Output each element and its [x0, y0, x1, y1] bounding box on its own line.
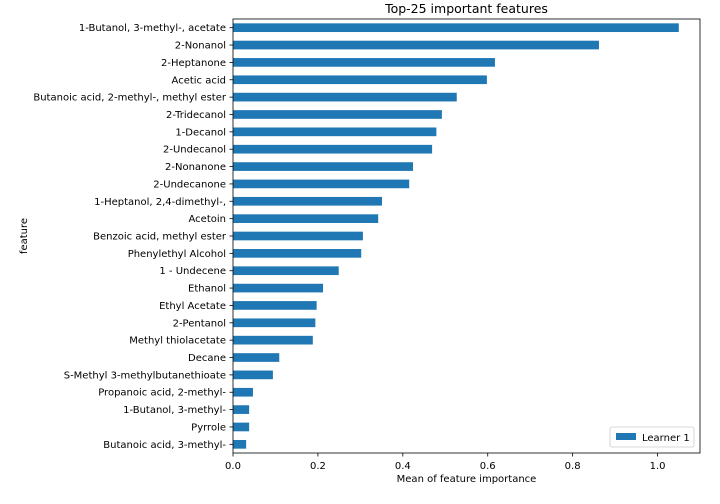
y-tick-label: 2-Heptanone	[161, 58, 226, 69]
y-tick-label: 1-Decanol	[175, 127, 226, 138]
y-tick-label: Butanoic acid, 3-methyl-	[103, 440, 226, 451]
bar	[233, 144, 433, 154]
bar	[233, 335, 313, 345]
bar	[233, 127, 437, 137]
chart-title: Top-25 important features	[384, 1, 548, 16]
bar	[233, 214, 379, 223]
bar	[233, 249, 362, 258]
bar	[233, 370, 273, 380]
y-tick-label: Acetoin	[189, 214, 226, 225]
x-tick-label: 0.6	[480, 461, 496, 472]
legend-box	[609, 426, 695, 448]
bar	[233, 422, 250, 432]
bar	[233, 179, 410, 189]
x-tick-label: 0.0	[225, 461, 241, 472]
x-tick-label: 0.2	[310, 461, 326, 472]
bar	[233, 387, 253, 397]
x-axis-label: Mean of feature importance	[397, 474, 537, 485]
bar	[233, 266, 339, 276]
y-tick-label: 2-Pentanol	[173, 318, 226, 329]
y-tick-label: Ethanol	[188, 284, 226, 295]
y-tick-label: Benzoic acid, methyl ester	[93, 232, 227, 243]
y-tick-label: 2-Undecanone	[153, 179, 226, 190]
plot-frame	[232, 18, 701, 454]
y-tick-label: Propanoic acid, 2-methyl-	[98, 388, 226, 399]
bar	[233, 92, 457, 102]
x-tick-label: 1.0	[650, 461, 666, 472]
bar	[233, 301, 317, 310]
bar	[233, 58, 495, 67]
bar	[233, 75, 487, 85]
y-axis-label: feature	[19, 218, 30, 254]
y-tick-label: S-Methyl 3-methylbutanethioate	[64, 370, 226, 381]
legend: Learner 1	[609, 426, 695, 448]
y-tick-label: 2-Undecanol	[163, 145, 226, 156]
bar	[233, 439, 247, 449]
x-axis-ticks: 0.0 0.2 0.4 0.6 0.8 1.0	[225, 453, 665, 472]
y-tick-label: 1-Butanol, 3-methyl-, acetate	[79, 23, 226, 34]
y-tick-label: 1 - Undecene	[159, 266, 226, 277]
y-tick-label: Phenylethyl Alcohol	[128, 249, 226, 260]
y-tick-label: 2-Nonanol	[175, 41, 226, 52]
y-tick-label: Methyl thiolacetate	[129, 336, 226, 347]
bar	[233, 405, 250, 414]
y-tick-label: 2-Tridecanol	[166, 110, 226, 121]
bar	[233, 283, 324, 293]
bar	[233, 353, 280, 362]
y-tick-label: 2-Nonanone	[165, 162, 226, 173]
bar	[233, 40, 599, 50]
y-tick-label: 1-Heptanol, 2,4-dimethyl-,	[94, 197, 226, 208]
bar	[233, 110, 442, 119]
legend-swatch	[616, 433, 636, 440]
bar	[233, 318, 316, 328]
x-tick-label: 0.4	[395, 461, 411, 472]
y-axis-ticks: 1-Butanol, 3-methyl-, acetate 2-Nonanol 2-…	[33, 23, 233, 451]
legend-label: Learner 1	[642, 433, 690, 444]
y-tick-label: Decane	[188, 353, 226, 364]
y-tick-label: Ethyl Acetate	[159, 301, 226, 312]
y-tick-label: Butanoic acid, 2-methyl-, methyl ester	[33, 93, 227, 104]
bar	[233, 231, 363, 241]
y-tick-label: 1-Butanol, 3-methyl-	[123, 405, 226, 416]
bar	[233, 23, 679, 33]
bar	[233, 196, 383, 206]
y-tick-label: Acetic acid	[172, 75, 226, 86]
bar	[233, 162, 414, 171]
bars-group	[233, 23, 679, 449]
x-tick-label: 0.8	[565, 461, 581, 472]
y-tick-label: Pyrrole	[191, 422, 226, 433]
